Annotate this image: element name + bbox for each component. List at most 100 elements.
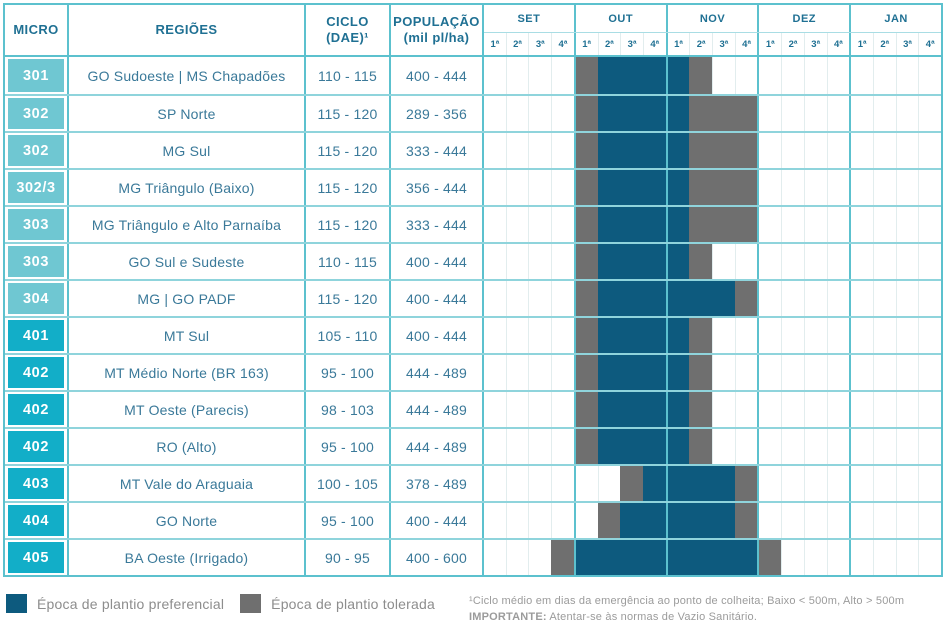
region-cell: MG Triângulo e Alto Parnaíba <box>67 207 304 242</box>
calendar-cell-preferencial <box>642 466 666 501</box>
calendar-region <box>482 429 941 464</box>
calendar-cell <box>872 57 896 94</box>
calendar-cell <box>895 133 919 168</box>
legend-and-notes: Época de plantio preferencial Época de p… <box>3 594 943 626</box>
calendar-cell-preferencial <box>665 540 690 575</box>
calendar-cell <box>528 170 551 205</box>
calendar-cell <box>918 170 941 205</box>
col-header-micro: MICRO <box>5 5 67 55</box>
populacao-cell: 400 - 444 <box>389 57 482 94</box>
calendar-cell <box>849 170 873 205</box>
calendar-cell <box>781 318 804 353</box>
calendar-header: SET OUT NOV DEZ JAN 1ª 2ª 3ª 4ª 1ª 2ª 3ª 4ª 1ª 2ª 3ª 4ª… <box>482 5 941 55</box>
calendar-cell <box>757 57 781 94</box>
calendar-cell <box>849 133 873 168</box>
calendar-cell-preferencial <box>642 355 666 390</box>
calendar-cell-preferencial <box>620 540 643 575</box>
calendar-cell-tolerada <box>734 133 758 168</box>
calendar-cell-tolerada <box>551 540 574 575</box>
calendar-cell <box>484 170 506 205</box>
calendar-cell-preferencial <box>689 281 713 316</box>
month-header-set: SET <box>517 12 541 25</box>
calendar-cell <box>551 57 574 94</box>
micro-value: 302/3 <box>8 172 64 203</box>
calendar-cell <box>505 170 529 205</box>
calendar-cell-preferencial <box>642 281 666 316</box>
calendar-cell <box>918 318 941 353</box>
calendar-cell <box>551 244 574 279</box>
calendar-cell <box>918 540 941 575</box>
footnote-importante-label: IMPORTANTE: <box>468 610 547 623</box>
calendar-cell <box>734 244 758 279</box>
calendar-cell <box>484 96 506 131</box>
micro-cell: 302/3 <box>5 170 67 205</box>
calendar-cell <box>895 540 919 575</box>
calendar-cell <box>781 540 804 575</box>
calendar-cell <box>551 281 574 316</box>
footnotes: ¹Ciclo médio em dias da emergência ao po… <box>469 594 904 626</box>
calendar-cell <box>757 133 781 168</box>
calendar-cell <box>826 392 850 427</box>
calendar-cell-tolerada <box>712 170 735 205</box>
col-header-regioes: REGIÕES <box>67 5 304 55</box>
calendar-cell-tolerada <box>573 57 598 94</box>
calendar-cell <box>505 466 529 501</box>
calendar-cell <box>918 96 941 131</box>
table-header-row: MICRO REGIÕES CICLO (DAE)¹ POPULAÇÃO (mi… <box>5 5 941 57</box>
legend-item-preferencial: Época de plantio preferencial <box>6 594 224 613</box>
calendar-cell-preferencial <box>665 429 690 464</box>
region-cell: MT Sul <box>67 318 304 353</box>
calendar-cell-preferencial <box>665 318 690 353</box>
calendar-cell-tolerada <box>689 57 713 94</box>
ciclo-cell: 115 - 120 <box>304 133 389 168</box>
week-header: 3ª <box>620 33 643 55</box>
calendar-cell <box>872 318 896 353</box>
calendar-cell <box>757 281 781 316</box>
calendar-cell <box>484 466 506 501</box>
micro-cell: 402 <box>5 355 67 390</box>
micro-value: 402 <box>8 357 64 388</box>
calendar-cell <box>781 96 804 131</box>
calendar-cell-preferencial <box>620 392 643 427</box>
populacao-cell: 444 - 489 <box>389 429 482 464</box>
calendar-cell <box>781 170 804 205</box>
calendar-cell <box>872 503 896 538</box>
calendar-cell <box>895 57 919 94</box>
ciclo-cell: 98 - 103 <box>304 392 389 427</box>
calendar-cell <box>895 281 919 316</box>
calendar-cell <box>712 392 735 427</box>
micro-cell: 304 <box>5 281 67 316</box>
week-header: 4ª <box>734 33 758 55</box>
calendar-cell-preferencial <box>642 207 666 242</box>
calendar-cell <box>528 466 551 501</box>
calendar-cell-preferencial <box>620 207 643 242</box>
calendar-cell <box>757 355 781 390</box>
calendar-cell <box>484 503 506 538</box>
month-header-jan: JAN <box>849 5 941 32</box>
populacao-cell: 400 - 600 <box>389 540 482 575</box>
calendar-cell <box>872 355 896 390</box>
calendar-cell <box>551 466 574 501</box>
calendar-cell <box>528 392 551 427</box>
calendar-cell <box>826 207 850 242</box>
calendar-cell <box>918 503 941 538</box>
micro-value: 301 <box>8 59 64 92</box>
populacao-cell: 444 - 489 <box>389 355 482 390</box>
week-header: 1ª <box>490 38 500 50</box>
populacao-cell: 400 - 444 <box>389 503 482 538</box>
calendar-cell-preferencial <box>620 57 643 94</box>
calendar-cell <box>849 355 873 390</box>
calendar-region <box>482 170 941 205</box>
calendar-cell <box>826 96 850 131</box>
calendar-cell <box>849 429 873 464</box>
calendar-cell-tolerada <box>689 133 713 168</box>
calendar-cell <box>849 57 873 94</box>
calendar-cell <box>849 503 873 538</box>
calendar-region <box>482 355 941 390</box>
populacao-cell: 400 - 444 <box>389 281 482 316</box>
calendar-cell <box>528 318 551 353</box>
col-header-ciclo: CICLO (DAE)¹ <box>304 5 389 55</box>
calendar-cell-preferencial <box>642 503 666 538</box>
calendar-cell-preferencial <box>712 540 735 575</box>
footnote-importante-text: Atentar-se às normas de Vazio Sanitário. <box>546 610 758 623</box>
